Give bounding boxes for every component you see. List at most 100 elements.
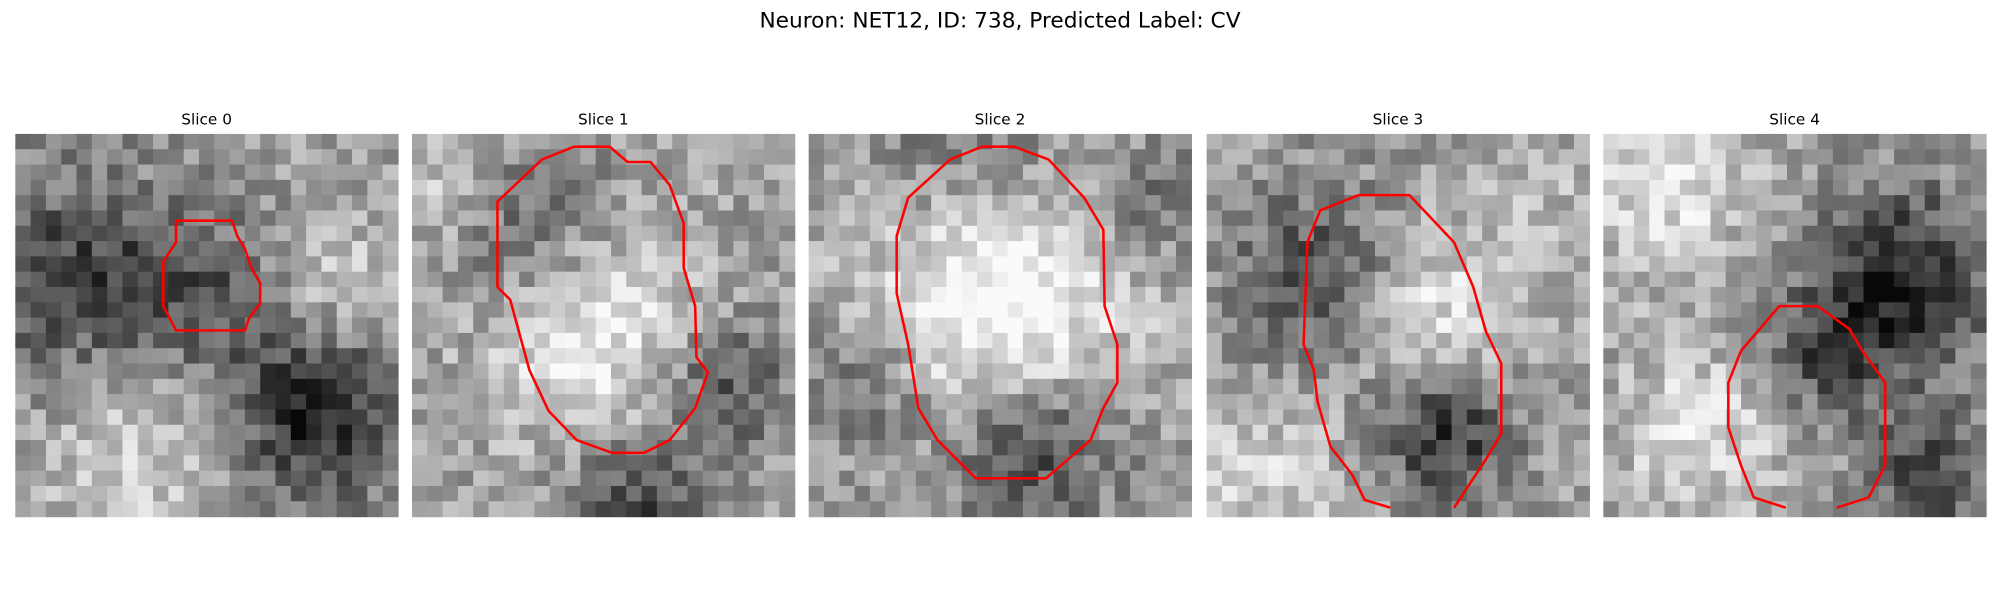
- pixel: [1099, 164, 1116, 181]
- pixel: [1145, 485, 1162, 502]
- pixel: [1420, 470, 1437, 487]
- pixel: [1817, 332, 1834, 349]
- pixel: [260, 241, 277, 258]
- pixel: [1420, 317, 1437, 334]
- pixel: [1176, 501, 1192, 518]
- pixel: [1344, 485, 1361, 502]
- pixel: [457, 256, 474, 273]
- pixel: [580, 455, 597, 472]
- pixel: [748, 485, 765, 502]
- pixel: [1145, 332, 1162, 349]
- pixel: [869, 210, 886, 227]
- pixel: [1298, 363, 1315, 380]
- pixel: [1221, 485, 1238, 502]
- pixel: [1206, 332, 1223, 349]
- pixel: [946, 409, 963, 426]
- pixel: [779, 317, 796, 334]
- pixel: [1329, 133, 1346, 150]
- pixel: [1786, 210, 1803, 227]
- pixel: [1633, 210, 1650, 227]
- pixel: [534, 501, 551, 518]
- pixel: [702, 164, 719, 181]
- pixel: [626, 286, 643, 303]
- pixel: [1695, 317, 1712, 334]
- pixel: [1221, 363, 1238, 380]
- pixel: [1512, 424, 1529, 441]
- pixel: [76, 271, 93, 288]
- pixel: [457, 470, 474, 487]
- pixel: [1817, 501, 1834, 518]
- pixel: [1176, 256, 1192, 273]
- pixel: [1466, 241, 1483, 258]
- pixel: [580, 424, 597, 441]
- pixel: [1237, 210, 1254, 227]
- pixel: [1725, 149, 1742, 166]
- pixel: [534, 225, 551, 242]
- pixel: [808, 363, 825, 380]
- pixel: [306, 485, 323, 502]
- pixel: [1420, 133, 1437, 150]
- pixel: [1068, 133, 1085, 150]
- pixel: [1375, 440, 1391, 456]
- pixel: [321, 394, 338, 411]
- panel-title: Slice 0: [181, 110, 232, 128]
- pixel: [1618, 394, 1635, 411]
- pixel: [1252, 424, 1269, 441]
- pixel: [91, 225, 108, 242]
- pixel: [1909, 378, 1926, 395]
- pixel: [1649, 455, 1666, 472]
- pixel: [1482, 195, 1499, 212]
- pixel: [503, 378, 520, 395]
- pixel: [1176, 378, 1192, 395]
- pixel: [1176, 455, 1192, 472]
- pixel: [1756, 164, 1773, 181]
- pixel: [748, 133, 765, 150]
- pixel: [1878, 501, 1895, 518]
- pixel: [1298, 440, 1315, 456]
- pixel: [1741, 501, 1758, 518]
- pixel: [1497, 210, 1514, 227]
- pixel: [1940, 394, 1956, 411]
- pixel: [1344, 332, 1361, 349]
- pixel: [1741, 271, 1758, 288]
- pixel: [153, 394, 170, 411]
- pixel: [702, 424, 719, 441]
- pixel: [275, 256, 292, 273]
- pixel: [1114, 394, 1131, 411]
- pixel: [457, 409, 474, 426]
- pixel: [260, 440, 277, 456]
- pixel: [1451, 317, 1468, 334]
- pixel: [823, 210, 840, 227]
- pixel: [198, 210, 215, 227]
- pixel: [1802, 424, 1819, 441]
- pixel: [91, 302, 108, 319]
- pixel: [1664, 133, 1681, 150]
- pixel: [1007, 332, 1024, 349]
- pixel: [1771, 485, 1788, 502]
- pixel: [1725, 302, 1742, 319]
- pixel: [15, 179, 32, 196]
- pixel: [321, 440, 338, 456]
- pixel: [1909, 485, 1926, 502]
- pixel: [1633, 256, 1650, 273]
- pixel: [1924, 179, 1941, 196]
- pixel: [1970, 179, 1987, 196]
- pixel: [1512, 241, 1529, 258]
- pixel: [1114, 501, 1131, 518]
- pixel: [275, 409, 292, 426]
- pixel: [565, 394, 581, 411]
- pixel: [1313, 179, 1330, 196]
- pixel: [1878, 225, 1895, 242]
- pixel: [411, 485, 428, 502]
- pixel: [1618, 455, 1635, 472]
- pixel: [1237, 409, 1254, 426]
- pixel: [885, 302, 902, 319]
- pixel: [411, 363, 428, 380]
- pixel: [1405, 424, 1422, 441]
- pixel: [1084, 164, 1101, 181]
- pixel: [915, 302, 932, 319]
- pixel: [352, 225, 368, 242]
- pixel: [808, 210, 825, 227]
- pixel: [992, 286, 1009, 303]
- pixel: [1710, 149, 1727, 166]
